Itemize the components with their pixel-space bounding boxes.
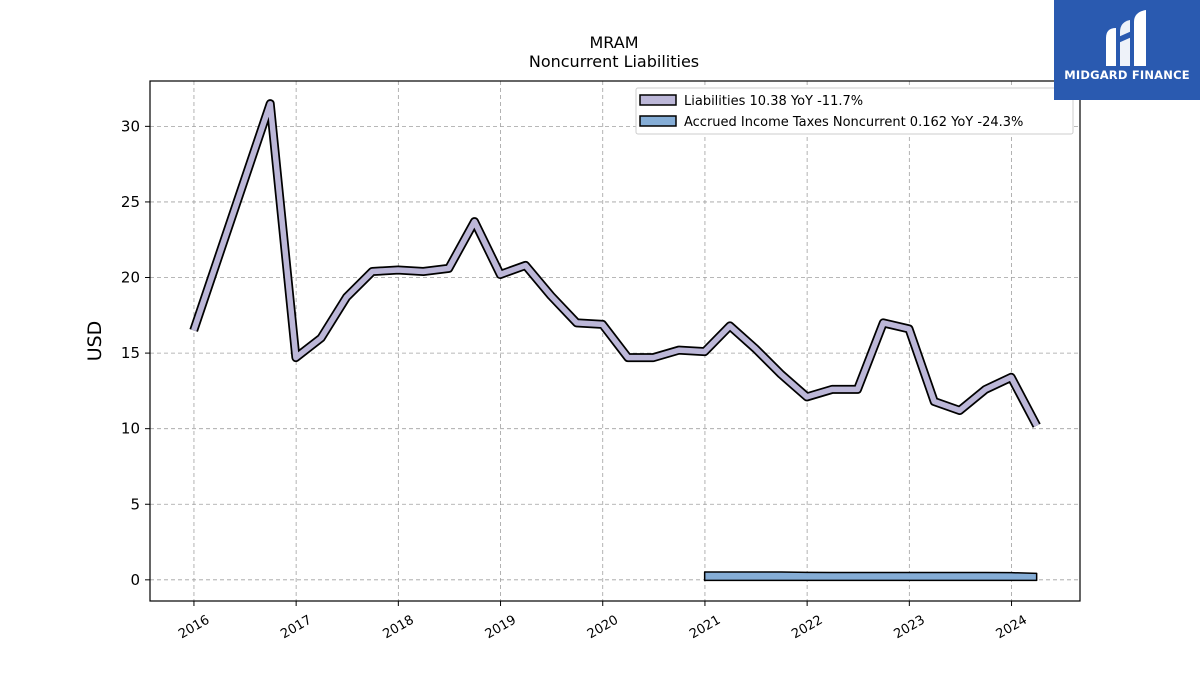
x-tick-label: 2024 [994, 613, 1030, 643]
legend-label-liabilities: Liabilities 10.38 YoY -11.7% [684, 94, 863, 109]
logo-mark-icon [1106, 10, 1146, 66]
y-tick-label: 15 [121, 344, 140, 362]
x-tick-label: 2017 [278, 613, 314, 643]
x-tick-label: 2020 [585, 613, 621, 643]
x-tick-label: 2019 [483, 613, 519, 643]
x-tick-label: 2016 [176, 613, 212, 643]
company-logo: MIDGARD FINANCE [1054, 0, 1200, 100]
legend-swatch-liabilities [639, 94, 677, 106]
legend-box [635, 87, 1074, 135]
y-tick-label: 5 [130, 495, 140, 513]
chart-title: MRAM [589, 33, 638, 52]
series-layer [189, 99, 1041, 582]
legend-swatch-accrued-income-taxes [639, 115, 677, 127]
legend: Liabilities 10.38 YoY -11.7% Accrued Inc… [635, 87, 1074, 135]
legend-label-accrued-income-taxes: Accrued Income Taxes Noncurrent 0.162 Yo… [684, 115, 1023, 130]
chart-subtitle: Noncurrent Liabilities [529, 52, 699, 71]
series-liabilities-line [191, 100, 1040, 427]
x-tick-label: 2023 [891, 613, 927, 643]
series-accrued-income-taxes-band [703, 571, 1038, 582]
y-tick-label: 30 [121, 117, 140, 135]
plot-frame [149, 80, 1081, 602]
axes-layer: 0 5 10 15 20 25 30 2016 2017 2018 2019 2020 2021 2022… [121, 117, 1030, 642]
x-tick-label: 2018 [381, 613, 417, 643]
x-tick-label: 2021 [687, 613, 723, 643]
y-tick-label: 25 [121, 193, 140, 211]
y-axis-label: USD [84, 321, 106, 362]
y-tick-label: 10 [121, 420, 140, 438]
x-tick-label: 2022 [789, 613, 825, 643]
y-tick-label: 20 [121, 269, 140, 287]
y-tick-label: 0 [130, 571, 140, 589]
logo-brand-text: MIDGARD FINANCE [1064, 68, 1190, 82]
series-liabilities-outline [189, 99, 1041, 428]
